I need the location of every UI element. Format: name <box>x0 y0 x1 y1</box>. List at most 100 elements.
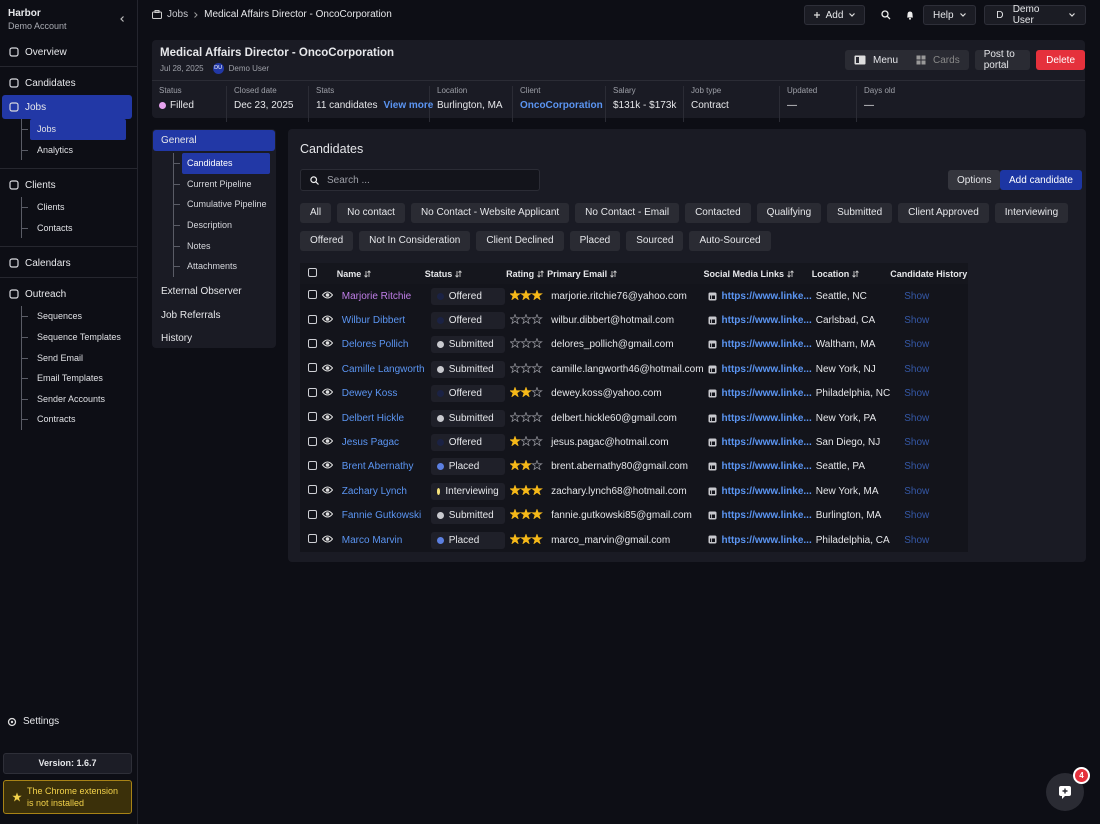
candidate-name[interactable]: Delbert Hickle <box>341 412 405 424</box>
social-link[interactable]: https://www.linke... <box>721 461 812 473</box>
history-link[interactable]: Show <box>904 437 930 449</box>
checkbox[interactable] <box>308 436 317 446</box>
checkbox[interactable] <box>308 460 317 470</box>
column-header[interactable]: Social Media Links <box>703 263 812 284</box>
candidate-name[interactable]: Delores Pollich <box>341 339 409 351</box>
column-header[interactable]: Primary Email <box>547 263 704 284</box>
history-link[interactable]: Show <box>904 510 930 522</box>
tab-subitem[interactable]: Cumulative Pipeline <box>173 194 270 215</box>
column-header[interactable]: Location <box>811 263 891 284</box>
checkbox[interactable] <box>308 485 317 495</box>
filter-chip[interactable]: Contacted <box>685 203 751 223</box>
nav-item[interactable]: Clients <box>2 173 132 197</box>
sub-nav-item[interactable]: Sender Accounts <box>21 389 126 410</box>
tab-subitem[interactable]: Notes <box>173 236 270 257</box>
filter-chip[interactable]: All <box>300 203 332 223</box>
post-button[interactable]: Post to portal <box>974 49 1031 71</box>
candidate-name[interactable]: Dewey Koss <box>341 388 398 400</box>
social-link[interactable]: https://www.linke... <box>721 534 812 546</box>
candidate-name[interactable]: Wilbur Dibbert <box>341 315 406 327</box>
social-link[interactable]: https://www.linke... <box>721 412 812 424</box>
stat-text[interactable]: OncoCorporation <box>520 100 603 111</box>
checkbox[interactable] <box>308 314 317 324</box>
checkbox[interactable] <box>308 290 317 300</box>
history-link[interactable]: Show <box>904 412 930 424</box>
sub-nav-item[interactable]: Contracts <box>21 409 126 430</box>
filter-chip[interactable]: Not In Consideration <box>359 231 471 251</box>
social-link[interactable]: https://www.linke... <box>721 388 812 400</box>
candidate-name[interactable]: Fannie Gutkowski <box>341 510 422 522</box>
social-link[interactable]: https://www.linke... <box>721 315 812 327</box>
tab-subitem[interactable]: Current Pipeline <box>173 174 270 195</box>
candidate-name[interactable]: Camille Langworth <box>341 363 425 375</box>
sub-nav-item[interactable]: Send Email <box>21 348 126 369</box>
history-link[interactable]: Show <box>904 363 930 375</box>
checkbox[interactable] <box>308 412 317 422</box>
filter-chip[interactable]: Client Approved <box>898 203 989 223</box>
checkbox[interactable] <box>308 268 317 277</box>
tab[interactable]: General <box>153 130 275 151</box>
cards-toggle[interactable]: Cards <box>907 50 969 70</box>
filter-chip[interactable]: Placed <box>569 231 621 251</box>
add-button[interactable]: Add <box>804 5 865 25</box>
filter-chip[interactable]: Submitted <box>827 203 893 223</box>
history-link[interactable]: Show <box>904 461 930 473</box>
candidate-name[interactable]: Jesus Pagac <box>341 437 400 449</box>
column-header[interactable]: Name <box>336 263 425 284</box>
options-button[interactable]: Options <box>948 170 1001 190</box>
sub-nav-item[interactable]: Sequences <box>21 306 126 327</box>
candidate-name[interactable]: Brent Abernathy <box>341 461 414 473</box>
candidate-name[interactable]: Marjorie Ritchie <box>341 290 412 302</box>
history-link[interactable]: Show <box>904 315 930 327</box>
sub-nav-item[interactable]: Email Templates <box>21 368 126 389</box>
social-link[interactable]: https://www.linke... <box>721 363 812 375</box>
tab[interactable]: History <box>161 333 193 345</box>
add-candidate-button[interactable]: Add candidate <box>1000 170 1082 190</box>
tab-subitem[interactable]: Candidates <box>173 153 270 174</box>
filter-chip[interactable]: Offered <box>300 231 354 251</box>
social-link[interactable]: https://www.linke... <box>721 485 812 497</box>
sub-nav-item[interactable]: Contacts <box>21 218 126 239</box>
filter-chip[interactable]: No Contact - Website Applicant <box>410 203 570 223</box>
social-link[interactable]: https://www.linke... <box>721 510 812 522</box>
nav-item[interactable]: Overview <box>2 40 132 64</box>
history-link[interactable]: Show <box>904 534 930 546</box>
user-menu[interactable]: D Demo User <box>984 4 1086 26</box>
breadcrumb-link[interactable]: Jobs <box>167 9 189 20</box>
column-header[interactable]: Rating <box>506 263 548 284</box>
tab[interactable]: External Observer <box>161 286 242 298</box>
history-link[interactable]: Show <box>904 339 930 351</box>
nav-item[interactable]: Calendars <box>2 251 132 275</box>
settings[interactable]: Settings <box>7 716 59 727</box>
history-link[interactable]: Show <box>904 485 930 497</box>
social-link[interactable]: https://www.linke... <box>721 290 812 302</box>
sub-nav-item[interactable]: Sequence Templates <box>21 327 126 348</box>
filter-chip[interactable]: Sourced <box>626 231 684 251</box>
filter-chip[interactable]: Qualifying <box>756 203 822 223</box>
sub-nav-item[interactable]: Analytics <box>21 140 126 161</box>
sub-nav-item[interactable]: Clients <box>21 197 126 218</box>
social-link[interactable]: https://www.linke... <box>721 437 812 449</box>
checkbox[interactable] <box>308 338 317 348</box>
tab-subitem[interactable]: Attachments <box>173 256 270 277</box>
menu-toggle[interactable]: Menu <box>845 50 907 70</box>
filter-chip[interactable]: Interviewing <box>994 203 1069 223</box>
filter-chip[interactable]: No contact <box>337 203 405 223</box>
sub-nav-item[interactable]: Jobs <box>21 119 126 140</box>
filter-chip[interactable]: Client Declined <box>476 231 564 251</box>
checkbox[interactable] <box>308 387 317 397</box>
nav-item[interactable]: Jobs <box>2 95 132 119</box>
tab-subitem[interactable]: Description <box>173 215 270 236</box>
candidate-name[interactable]: Marco Marvin <box>341 534 403 546</box>
checkbox[interactable] <box>308 363 317 373</box>
nav-item[interactable]: Outreach <box>2 282 132 306</box>
tab[interactable]: Job Referrals <box>161 309 221 321</box>
filter-chip[interactable]: Auto-Sourced <box>689 231 771 251</box>
checkbox[interactable] <box>308 534 317 544</box>
help-button[interactable]: Help <box>923 5 976 25</box>
checkbox[interactable] <box>308 509 317 519</box>
stat-link[interactable]: View more <box>383 100 434 111</box>
column-header[interactable]: Status <box>424 263 507 284</box>
nav-item[interactable]: Candidates <box>2 71 132 95</box>
history-link[interactable]: Show <box>904 388 930 400</box>
